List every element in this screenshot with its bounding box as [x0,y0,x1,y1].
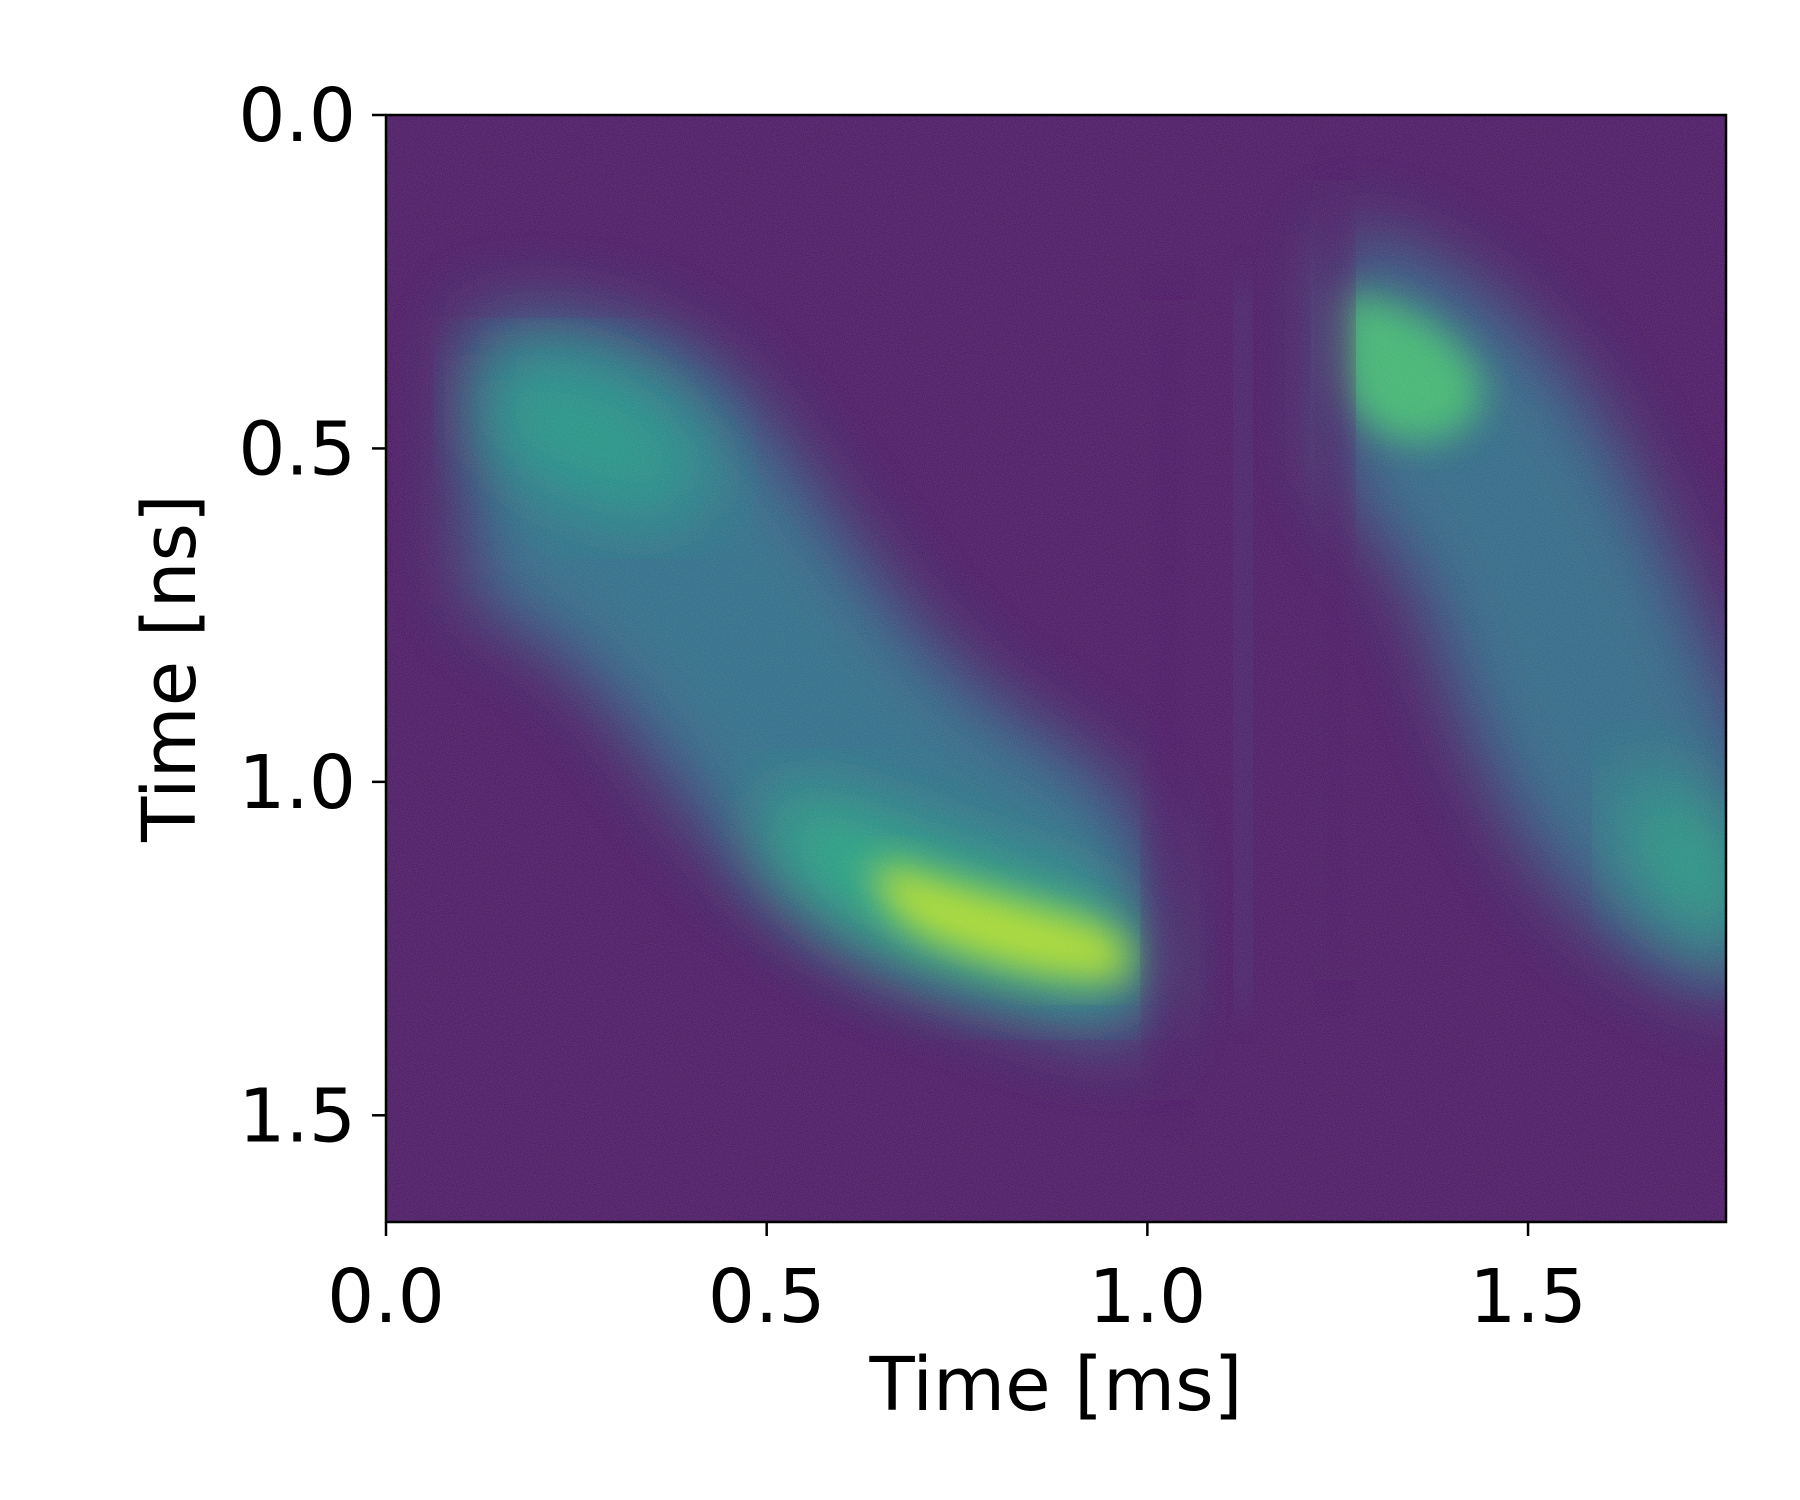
x-tick-label: 0.0 [327,1254,445,1340]
y-axis-label: Time [ns] [127,494,213,843]
y-tick-label: 1.0 [238,740,356,826]
y-tick-label: 1.5 [238,1073,356,1159]
x-tick-label: 0.5 [708,1254,826,1340]
y-axis: 0.0 0.5 1.0 1.5 [238,73,386,1159]
y-tick-label: 0.0 [238,73,356,159]
x-axis-label: Time [ms] [869,1342,1243,1428]
plot-frame [384,113,1728,1224]
heatmap-plot-area [386,115,1726,1222]
x-tick-label: 1.0 [1089,1254,1207,1340]
heatmap-noise [386,115,1726,1222]
y-tick-label: 0.5 [238,406,356,492]
x-tick-label: 1.5 [1469,1254,1587,1340]
x-axis: 0.0 0.5 1.0 1.5 [327,1222,1587,1340]
